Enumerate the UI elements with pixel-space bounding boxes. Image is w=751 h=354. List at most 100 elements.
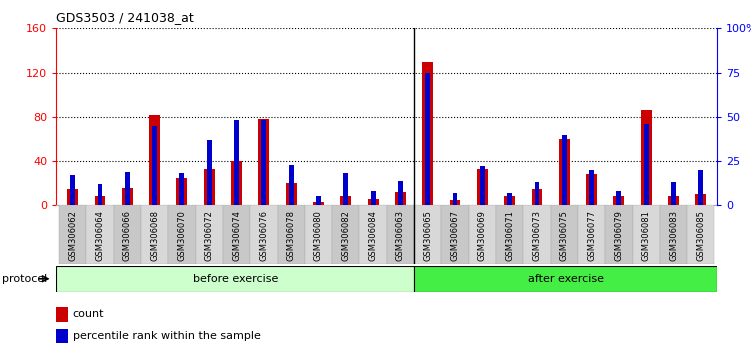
Text: GSM306075: GSM306075 — [559, 210, 569, 261]
Bar — [195, 205, 223, 264]
Text: count: count — [73, 309, 104, 319]
Bar — [231, 161, 242, 205]
Text: GSM306065: GSM306065 — [424, 210, 433, 261]
Bar — [641, 110, 652, 205]
Bar — [250, 205, 278, 264]
Bar — [360, 205, 387, 264]
Bar — [59, 205, 86, 264]
Text: GSM306085: GSM306085 — [696, 210, 705, 261]
Text: GSM306068: GSM306068 — [150, 210, 159, 261]
Text: GSM306063: GSM306063 — [396, 210, 405, 261]
Bar — [313, 202, 324, 205]
Bar — [535, 182, 539, 205]
Text: GSM306079: GSM306079 — [614, 210, 623, 261]
Text: after exercise: after exercise — [528, 274, 604, 284]
Bar — [425, 73, 430, 205]
Bar — [71, 175, 75, 205]
Bar — [477, 169, 488, 205]
Text: GSM306072: GSM306072 — [205, 210, 214, 261]
Bar — [632, 205, 660, 264]
Bar — [578, 205, 605, 264]
Text: GSM306084: GSM306084 — [369, 210, 378, 261]
Bar — [422, 62, 433, 205]
Bar — [86, 205, 113, 264]
Bar — [617, 191, 621, 205]
Bar — [532, 189, 542, 205]
Bar — [125, 172, 130, 205]
Bar — [504, 196, 515, 205]
Bar — [698, 170, 703, 205]
Bar — [450, 200, 460, 205]
Text: GSM306080: GSM306080 — [314, 210, 323, 261]
Text: GSM306071: GSM306071 — [505, 210, 514, 261]
Bar — [442, 205, 469, 264]
Text: GSM306078: GSM306078 — [287, 210, 296, 261]
Bar — [589, 170, 594, 205]
Text: GSM306077: GSM306077 — [587, 210, 596, 261]
Bar — [278, 205, 305, 264]
Text: GDS3503 / 241038_at: GDS3503 / 241038_at — [56, 11, 194, 24]
Bar — [480, 166, 485, 205]
Bar — [395, 192, 406, 205]
Bar — [695, 194, 706, 205]
Text: percentile rank within the sample: percentile rank within the sample — [73, 331, 261, 341]
Bar — [507, 193, 512, 205]
Bar — [223, 205, 250, 264]
Text: GSM306062: GSM306062 — [68, 210, 77, 261]
Bar — [258, 119, 270, 205]
Bar — [152, 126, 157, 205]
Bar — [285, 183, 297, 205]
Text: GSM306074: GSM306074 — [232, 210, 241, 261]
Bar — [176, 178, 188, 205]
Bar — [261, 120, 267, 205]
Bar — [671, 182, 676, 205]
Bar — [95, 196, 105, 205]
Bar — [660, 205, 687, 264]
Bar — [332, 205, 360, 264]
Bar — [523, 205, 550, 264]
Text: GSM306073: GSM306073 — [532, 210, 541, 261]
Text: GSM306066: GSM306066 — [123, 210, 132, 261]
Bar — [56, 307, 68, 321]
Bar — [204, 169, 215, 205]
Bar — [415, 266, 717, 292]
Text: protocol: protocol — [2, 274, 47, 284]
Bar — [371, 191, 376, 205]
Bar — [207, 140, 212, 205]
Bar — [149, 115, 160, 205]
Bar — [644, 124, 649, 205]
Bar — [56, 266, 415, 292]
Bar — [340, 196, 351, 205]
Text: GSM306064: GSM306064 — [95, 210, 104, 261]
Bar — [414, 205, 442, 264]
Bar — [559, 139, 570, 205]
Text: GSM306067: GSM306067 — [451, 210, 460, 261]
Bar — [562, 135, 567, 205]
Text: GSM306083: GSM306083 — [669, 210, 678, 261]
Bar — [687, 205, 714, 264]
Text: GSM306082: GSM306082 — [341, 210, 350, 261]
Text: GSM306070: GSM306070 — [177, 210, 186, 261]
Bar — [605, 205, 632, 264]
Bar — [614, 196, 624, 205]
Bar — [316, 196, 321, 205]
Bar — [234, 120, 239, 205]
Bar — [368, 199, 379, 205]
Bar — [305, 205, 332, 264]
Bar — [56, 329, 68, 343]
Bar — [398, 181, 403, 205]
Bar — [453, 193, 457, 205]
Bar — [288, 165, 294, 205]
Text: GSM306076: GSM306076 — [259, 210, 268, 261]
Bar — [469, 205, 496, 264]
Bar — [122, 188, 133, 205]
Text: GSM306081: GSM306081 — [641, 210, 650, 261]
Text: before exercise: before exercise — [192, 274, 278, 284]
Bar — [586, 175, 597, 205]
Bar — [113, 205, 141, 264]
Bar — [496, 205, 523, 264]
Text: GSM306069: GSM306069 — [478, 210, 487, 261]
Bar — [387, 205, 414, 264]
Bar — [168, 205, 195, 264]
Bar — [550, 205, 578, 264]
